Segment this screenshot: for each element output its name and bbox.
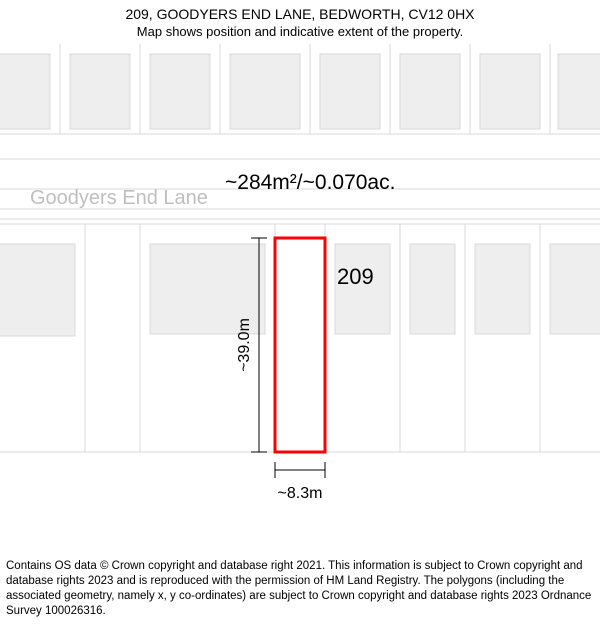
- house-number: 209: [337, 264, 374, 289]
- page-subtitle: Map shows position and indicative extent…: [0, 22, 600, 39]
- height-label: ~39.0m: [236, 318, 253, 372]
- copyright-footer: Contains OS data © Crown copyright and d…: [6, 559, 594, 619]
- width-label: ~8.3m: [278, 485, 323, 502]
- area-label: ~284m²/~0.070ac.: [225, 171, 395, 194]
- property-map: Goodyers End Lane ~284m²/~0.070ac. 209 ~39.…: [0, 44, 600, 524]
- page-title: 209, GOODYERS END LANE, BEDWORTH, CV12 0…: [0, 0, 600, 22]
- street-name: Goodyers End Lane: [30, 187, 208, 209]
